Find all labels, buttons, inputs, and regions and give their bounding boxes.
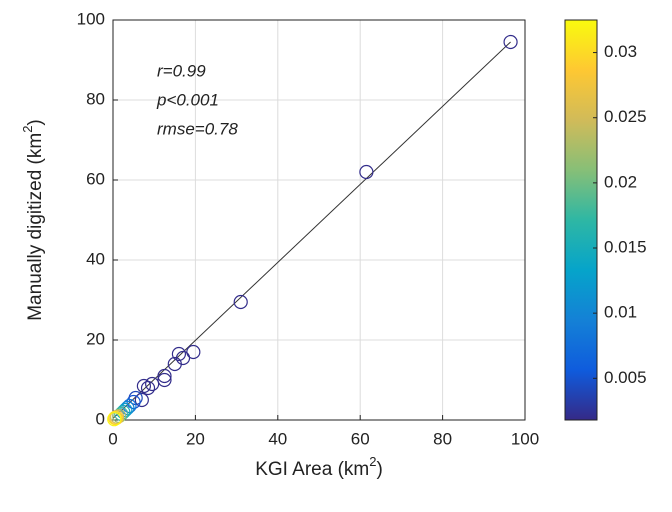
x-tick-label: 0: [108, 429, 117, 448]
point: [107, 412, 122, 427]
colorbar-tick-label: 0.01: [604, 303, 637, 322]
label-part: ): [25, 119, 46, 125]
y-tick-label: 0: [96, 409, 105, 428]
superscript: 2: [20, 126, 35, 133]
colorbar-tick-label: 0.005: [604, 368, 647, 387]
point: [157, 368, 172, 384]
x-tick-label: 40: [268, 429, 287, 448]
y-tick-label: 20: [86, 329, 105, 348]
xlabel: KGI Area (km2): [255, 454, 383, 480]
point: [359, 164, 374, 180]
label-part: ): [376, 459, 382, 480]
y-tick-label: 80: [86, 89, 105, 108]
point: [167, 356, 182, 372]
point: [136, 378, 151, 394]
colorbar-tick-label: 0.02: [604, 172, 637, 191]
ylabel: Manually digitized (km2): [20, 119, 46, 321]
point: [107, 410, 123, 426]
annotation: r=0.99: [157, 61, 206, 80]
point: [110, 409, 125, 424]
x-tick-label: 20: [186, 429, 205, 448]
annotation: rmse=0.78: [157, 119, 238, 138]
colorbar-tick-label: 0.025: [604, 107, 647, 126]
x-tick-label: 60: [351, 429, 370, 448]
point: [233, 294, 248, 310]
x-tick-label: 100: [511, 429, 539, 448]
point: [503, 34, 518, 50]
axes-box: [112, 19, 526, 421]
colorbar-tick-label: 0.015: [604, 237, 647, 256]
y-tick-label: 40: [86, 249, 105, 268]
x-tick-label: 80: [433, 429, 452, 448]
y-tick-label: 60: [86, 169, 105, 188]
y-tick-label: 100: [77, 9, 105, 28]
label-part: Manually digitized (km: [25, 133, 46, 321]
point: [186, 344, 201, 360]
fit-line: [112, 41, 511, 419]
colorbar-tick-label: 0.03: [604, 42, 637, 61]
annotation: p<0.001: [156, 90, 219, 109]
point: [145, 376, 160, 392]
point: [171, 346, 187, 362]
label-part: KGI Area (km: [255, 459, 369, 480]
colorbar: [564, 19, 598, 421]
point: [134, 392, 149, 408]
superscript: 2: [369, 454, 376, 469]
